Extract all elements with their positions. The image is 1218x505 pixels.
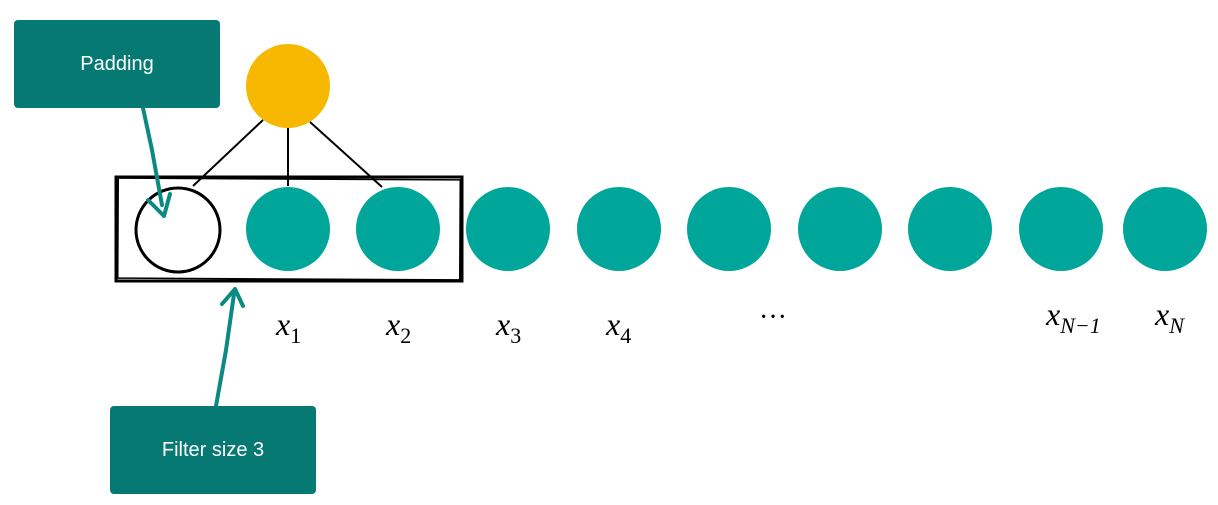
input-node xyxy=(1019,187,1103,271)
input-label-x4: x4 xyxy=(605,306,631,348)
padding-callout-label: Padding xyxy=(80,52,154,75)
padding-arrow xyxy=(141,106,172,218)
connection-line-padding xyxy=(192,119,264,187)
input-label-xN-1: xN−1 xyxy=(1045,296,1101,338)
input-label-x1: x1 xyxy=(275,306,301,348)
padding-node xyxy=(134,186,222,274)
input-node xyxy=(246,187,330,271)
filter-size-callout-label: Filter size 3 xyxy=(161,438,265,461)
filter-size-callout: Filter size 3 xyxy=(110,406,316,494)
filter-window xyxy=(114,175,464,283)
input-node xyxy=(798,187,882,271)
input-label-x3: x3 xyxy=(495,306,521,348)
input-node xyxy=(908,187,992,271)
input-node xyxy=(687,187,771,271)
input-node xyxy=(577,187,661,271)
input-label-xN: xN xyxy=(1154,296,1185,338)
input-node xyxy=(356,187,440,271)
filter-arrow xyxy=(214,287,245,408)
input-node xyxy=(466,187,550,271)
ellipsis-label: ··· xyxy=(759,302,787,333)
padding-callout: Padding xyxy=(14,20,220,108)
input-label-x2: x2 xyxy=(385,306,411,348)
input-node xyxy=(1123,187,1207,271)
output-node xyxy=(246,44,330,128)
